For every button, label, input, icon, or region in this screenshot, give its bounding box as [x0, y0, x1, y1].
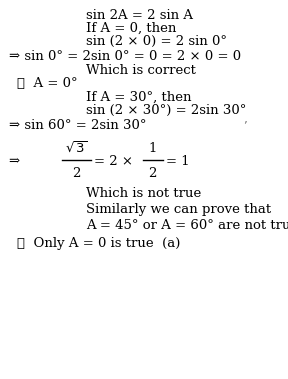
Text: ⇒ sin 0° = 2sin 0° = 0 = 2 × 0 = 0: ⇒ sin 0° = 2sin 0° = 0 = 2 × 0 = 0	[9, 50, 241, 63]
Text: ⇒: ⇒	[9, 155, 20, 168]
Text: Similarly we can prove that: Similarly we can prove that	[86, 203, 272, 216]
Text: 2: 2	[148, 167, 157, 180]
Text: ⇒ sin 60° = 2sin 30°: ⇒ sin 60° = 2sin 30°	[9, 119, 146, 132]
Text: = 1: = 1	[166, 155, 190, 168]
Text: 2: 2	[72, 167, 81, 180]
Text: sin (2 × 30°) = 2sin 30°: sin (2 × 30°) = 2sin 30°	[86, 104, 247, 117]
Text: 1: 1	[148, 142, 157, 155]
Text: ’: ’	[243, 120, 247, 130]
Text: = 2 ×: = 2 ×	[94, 155, 132, 168]
Text: sin 2A = 2 sin A: sin 2A = 2 sin A	[86, 9, 194, 22]
Text: A = 45° or A = 60° are not true: A = 45° or A = 60° are not true	[86, 219, 288, 232]
Text: Which is correct: Which is correct	[86, 64, 196, 77]
Text: ∴  A = 0°: ∴ A = 0°	[17, 77, 78, 90]
Text: $\sqrt{3}$: $\sqrt{3}$	[65, 141, 87, 156]
Text: If A = 30°, then: If A = 30°, then	[86, 91, 192, 104]
Text: sin (2 × 0) = 2 sin 0°: sin (2 × 0) = 2 sin 0°	[86, 35, 228, 48]
Text: ∴  Only A = 0 is true  (a): ∴ Only A = 0 is true (a)	[17, 237, 181, 250]
Text: If A = 0, then: If A = 0, then	[86, 22, 177, 35]
Text: Which is not true: Which is not true	[86, 187, 202, 200]
